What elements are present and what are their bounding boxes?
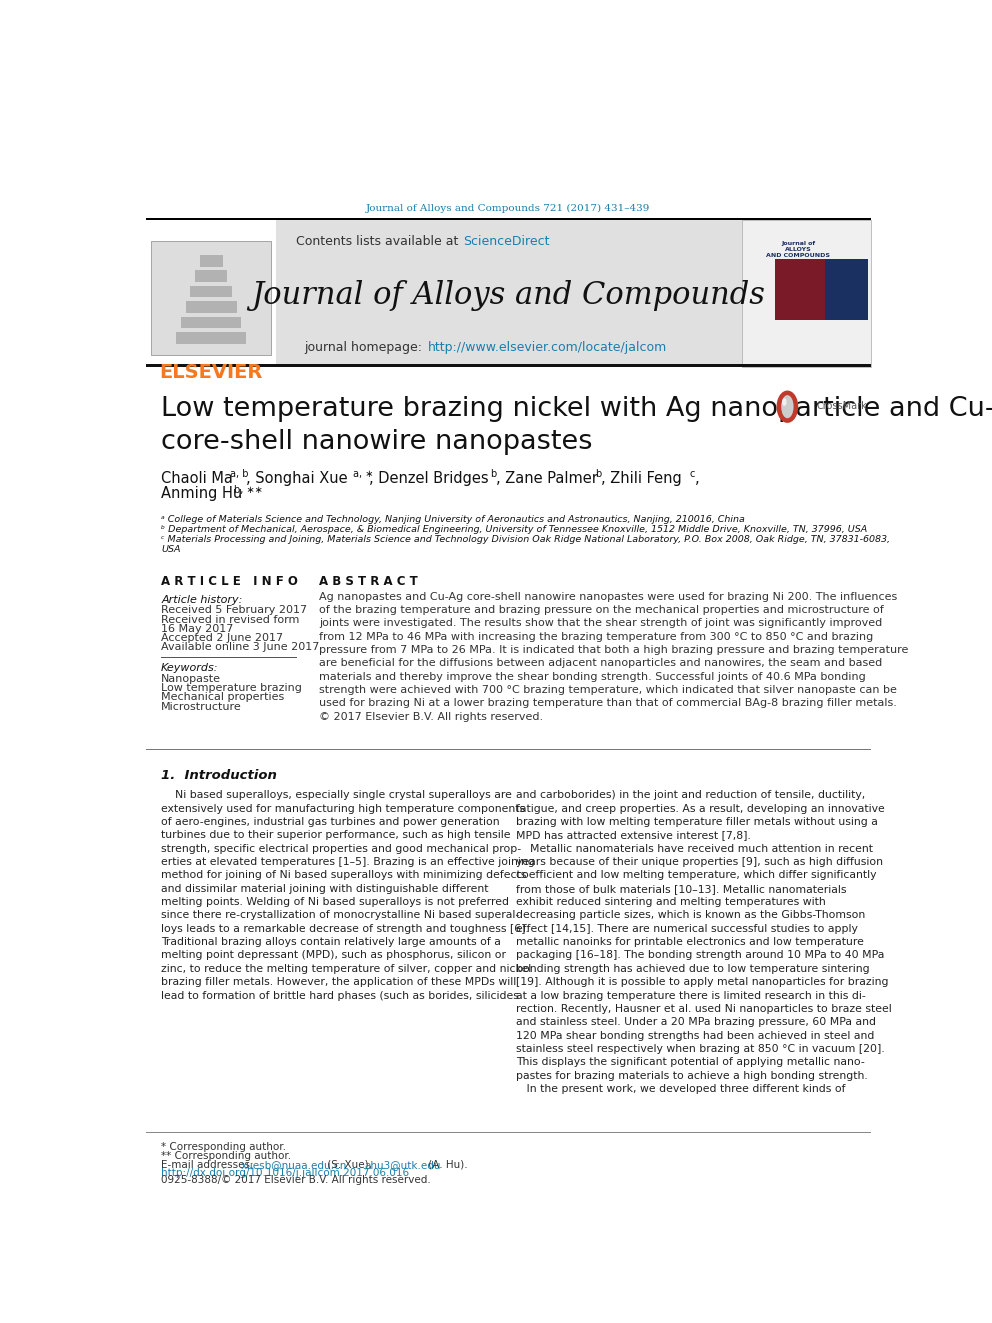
- Text: Accepted 2 June 2017: Accepted 2 June 2017: [161, 634, 284, 643]
- Text: 0925-8388/© 2017 Elsevier B.V. All rights reserved.: 0925-8388/© 2017 Elsevier B.V. All right…: [161, 1175, 431, 1185]
- Text: , Songhai Xue: , Songhai Xue: [246, 471, 347, 486]
- Ellipse shape: [777, 390, 799, 423]
- Text: ,: ,: [694, 471, 699, 486]
- Text: ᵃ College of Materials Science and Technology, Nanjing University of Aeronautics: ᵃ College of Materials Science and Techn…: [161, 515, 745, 524]
- Text: Anming Hu: Anming Hu: [161, 487, 242, 501]
- Text: * Corresponding author.: * Corresponding author.: [161, 1142, 287, 1152]
- Text: (A. Hu).: (A. Hu).: [425, 1160, 467, 1170]
- Text: Journal of
ALLOYS
AND COMPOUNDS: Journal of ALLOYS AND COMPOUNDS: [766, 241, 830, 258]
- Text: a, ∗: a, ∗: [353, 470, 374, 479]
- Text: http://dx.doi.org/10.1016/j.jallcom.2017.06.016: http://dx.doi.org/10.1016/j.jallcom.2017…: [161, 1168, 410, 1179]
- Text: A B S T R A C T: A B S T R A C T: [319, 574, 418, 587]
- Text: , Zhili Feng: , Zhili Feng: [601, 471, 682, 486]
- Text: (S. Xue),: (S. Xue),: [324, 1160, 375, 1170]
- Bar: [146, 364, 871, 366]
- Text: Low temperature brazing: Low temperature brazing: [161, 683, 303, 693]
- Text: journal homepage:: journal homepage:: [305, 341, 427, 355]
- Text: ahu3@utk.edu: ahu3@utk.edu: [364, 1160, 440, 1170]
- Text: a, b: a, b: [230, 470, 249, 479]
- Bar: [146, 221, 871, 366]
- Text: Microstructure: Microstructure: [161, 701, 242, 712]
- Bar: [146, 221, 276, 366]
- Text: xuesb@nuaa.edu.cn: xuesb@nuaa.edu.cn: [241, 1160, 347, 1170]
- Text: http://www.elsevier.com/locate/jalcom: http://www.elsevier.com/locate/jalcom: [428, 341, 667, 355]
- Text: ᵇ Department of Mechanical, Aerospace, & Biomedical Engineering, University of T: ᵇ Department of Mechanical, Aerospace, &…: [161, 524, 867, 533]
- Bar: [190, 286, 232, 298]
- Bar: [742, 221, 871, 366]
- Text: Article history:: Article history:: [161, 594, 243, 605]
- Text: A R T I C L E   I N F O: A R T I C L E I N F O: [161, 574, 298, 587]
- Text: and carboborides) in the joint and reduction of tensile, ductility,
fatigue, and: and carboborides) in the joint and reduc…: [516, 790, 892, 1094]
- Text: , Denzel Bridges: , Denzel Bridges: [369, 471, 488, 486]
- Text: Keywords:: Keywords:: [161, 663, 218, 673]
- Bar: [181, 316, 241, 328]
- Text: b, ∗∗: b, ∗∗: [234, 484, 263, 495]
- Text: Ni based superalloys, especially single crystal superalloys are
extensively used: Ni based superalloys, especially single …: [161, 790, 535, 1000]
- Text: CrossMark: CrossMark: [816, 401, 867, 411]
- Text: Ag nanopastes and Cu-Ag core-shell nanowire nanopastes were used for brazing Ni : Ag nanopastes and Cu-Ag core-shell nanow…: [319, 591, 909, 722]
- Bar: [177, 332, 246, 344]
- Text: ELSEVIER: ELSEVIER: [159, 363, 263, 382]
- Ellipse shape: [781, 396, 794, 418]
- Bar: [151, 241, 271, 355]
- Bar: [199, 255, 223, 266]
- Text: Chaoli Ma: Chaoli Ma: [161, 471, 233, 486]
- Text: ScienceDirect: ScienceDirect: [463, 234, 550, 247]
- Text: Received 5 February 2017: Received 5 February 2017: [161, 606, 308, 615]
- Text: Journal of Alloys and Compounds: Journal of Alloys and Compounds: [251, 280, 766, 311]
- Text: Journal of Alloys and Compounds 721 (2017) 431–439: Journal of Alloys and Compounds 721 (201…: [366, 204, 651, 213]
- Text: Received in revised form: Received in revised form: [161, 615, 300, 624]
- Text: , Zane Palmer: , Zane Palmer: [496, 471, 598, 486]
- Text: ** Corresponding author.: ** Corresponding author.: [161, 1151, 292, 1162]
- Text: Mechanical properties: Mechanical properties: [161, 692, 285, 703]
- Text: 1.  Introduction: 1. Introduction: [161, 769, 277, 782]
- Bar: [824, 259, 868, 320]
- Text: 16 May 2017: 16 May 2017: [161, 624, 233, 634]
- Text: b: b: [595, 470, 601, 479]
- Bar: [146, 218, 871, 221]
- Bar: [775, 259, 824, 320]
- Bar: [194, 270, 227, 282]
- Text: ᶜ Materials Processing and Joining, Materials Science and Technology Division Oa: ᶜ Materials Processing and Joining, Mate…: [161, 534, 890, 554]
- Text: b: b: [491, 470, 497, 479]
- Text: E-mail addresses:: E-mail addresses:: [161, 1160, 257, 1170]
- Text: Contents lists available at: Contents lists available at: [296, 234, 462, 247]
- Text: Low temperature brazing nickel with Ag nanoparticle and Cu-Ag
core-shell nanowir: Low temperature brazing nickel with Ag n…: [161, 396, 992, 455]
- Text: Available online 3 June 2017: Available online 3 June 2017: [161, 643, 319, 652]
- Text: c: c: [689, 470, 695, 479]
- Text: Nanopaste: Nanopaste: [161, 673, 221, 684]
- Bar: [186, 302, 237, 312]
- Ellipse shape: [782, 398, 787, 406]
